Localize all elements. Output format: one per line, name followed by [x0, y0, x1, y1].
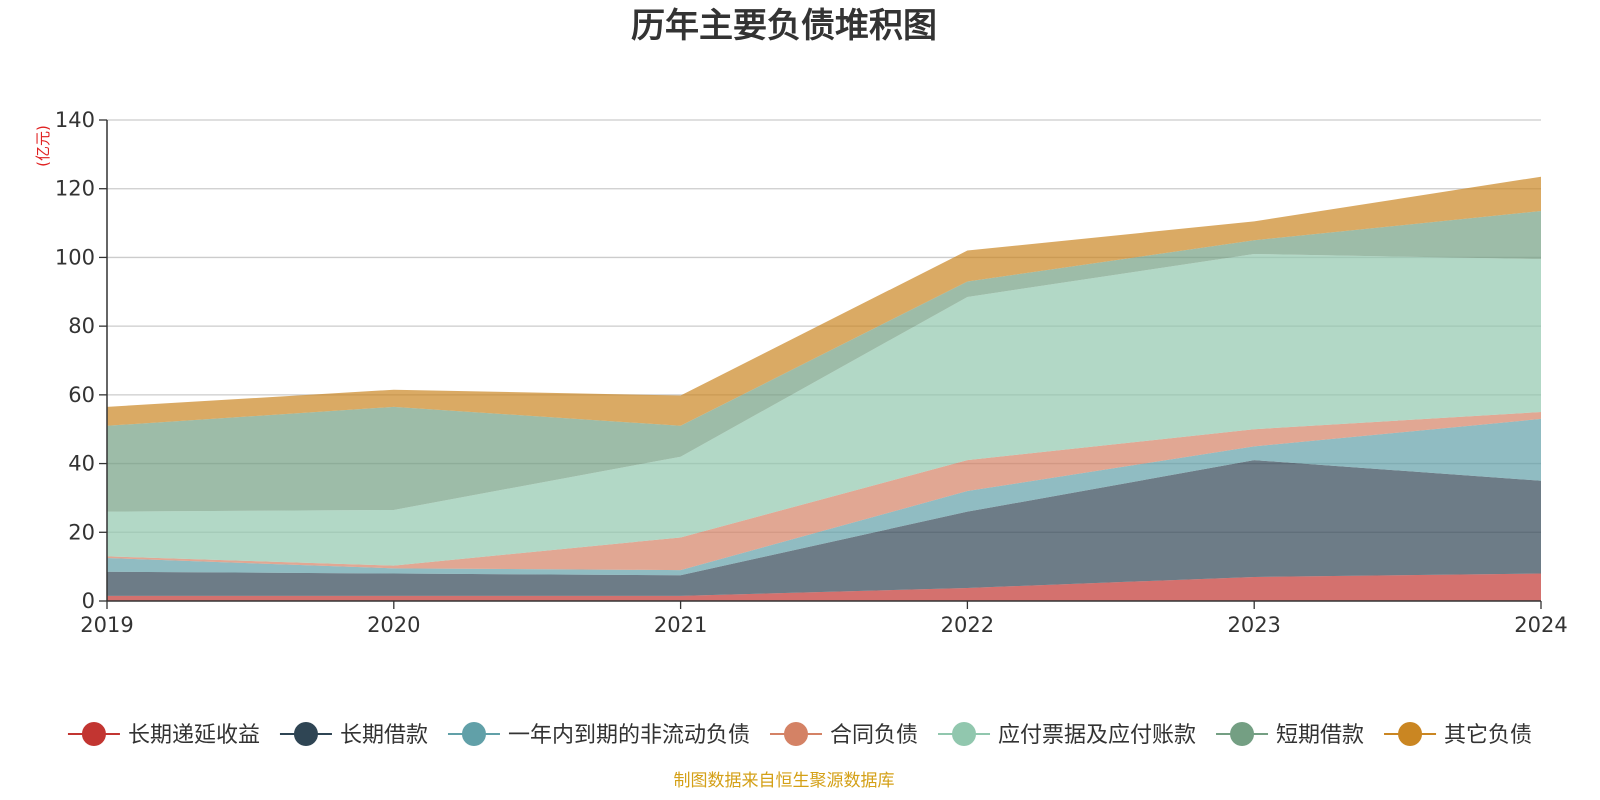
area-2[interactable] [107, 460, 1541, 596]
legend-item[interactable]: 长期递延收益 [67, 722, 260, 748]
legend-circle-icon [783, 722, 808, 746]
y-tick-label: 0 [82, 589, 95, 613]
legend[interactable]: 长期递延收益 长期借款 一年内到期的非流动负债 合同负债 应付票据及应付账款 短期借款 其它… [67, 722, 1532, 748]
area-5[interactable] [107, 253, 1541, 566]
legend-label: 应付票据及应付账款 [998, 723, 1196, 748]
legend-item[interactable]: 短期借款 [1216, 722, 1364, 748]
legend-label: 合同负债 [830, 723, 918, 748]
area-7[interactable] [107, 176, 1541, 426]
area-3[interactable] [107, 418, 1541, 576]
legend-label: 一年内到期的非流动负债 [508, 723, 750, 748]
y-tick-label: 120 [55, 177, 95, 201]
legend-item[interactable]: 其它负债 [1384, 722, 1532, 748]
area-1[interactable] [107, 573, 1541, 601]
legend-item[interactable]: 长期借款 [279, 722, 428, 748]
x-tick-label: 2021 [654, 613, 707, 637]
x-tick-label: 2020 [367, 613, 420, 637]
chart-title: 历年主要负债堆积图 [631, 6, 937, 46]
axes: 0 20 40 60 80 100 120 140 2019 2020 2021 2022 2023 20… [55, 108, 1568, 637]
legend-label: 长期递延收益 [128, 723, 260, 748]
legend-label: 长期借款 [340, 723, 428, 748]
legend-circle-icon [293, 722, 318, 746]
x-tick-label: 2024 [1514, 613, 1567, 637]
legend-label: 短期借款 [1276, 723, 1364, 748]
x-tick-label: 2019 [80, 613, 133, 637]
y-tick-label: 100 [55, 245, 95, 269]
area-4[interactable] [107, 412, 1541, 571]
legend-circle-icon [1398, 722, 1423, 746]
y-tick-label: 40 [68, 452, 95, 476]
legend-item[interactable]: 合同负债 [769, 722, 918, 748]
legend-circle-icon [81, 722, 106, 746]
x-tick-label: 2023 [1227, 613, 1280, 637]
source-note: 制图数据来自恒生聚源数据库 [674, 771, 895, 791]
y-unit-label: (亿元) [34, 125, 52, 167]
y-tick-label: 20 [68, 520, 95, 544]
legend-circle-icon [1230, 722, 1255, 746]
area-series [107, 176, 1541, 601]
y-tick-label: 140 [55, 108, 95, 132]
legend-circle-icon [461, 722, 486, 746]
area-6[interactable] [107, 211, 1541, 512]
legend-circle-icon [952, 722, 977, 746]
legend-item[interactable]: 一年内到期的非流动负债 [447, 722, 750, 748]
legend-item[interactable]: 应付票据及应付账款 [938, 722, 1196, 748]
y-tick-label: 60 [68, 383, 95, 407]
legend-label: 其它负债 [1444, 723, 1532, 748]
y-tick-label: 80 [68, 314, 95, 338]
x-tick-label: 2022 [941, 613, 994, 637]
